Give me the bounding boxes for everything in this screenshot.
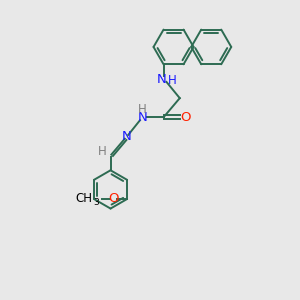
Text: O: O — [180, 111, 191, 124]
Text: H: H — [167, 74, 176, 87]
Text: N: N — [137, 111, 147, 124]
Text: 3: 3 — [93, 198, 99, 207]
Text: CH: CH — [75, 193, 92, 206]
Text: N: N — [157, 73, 167, 85]
Text: O: O — [108, 193, 119, 206]
Text: H: H — [98, 145, 107, 158]
Text: H: H — [138, 103, 147, 116]
Text: N: N — [122, 130, 132, 143]
